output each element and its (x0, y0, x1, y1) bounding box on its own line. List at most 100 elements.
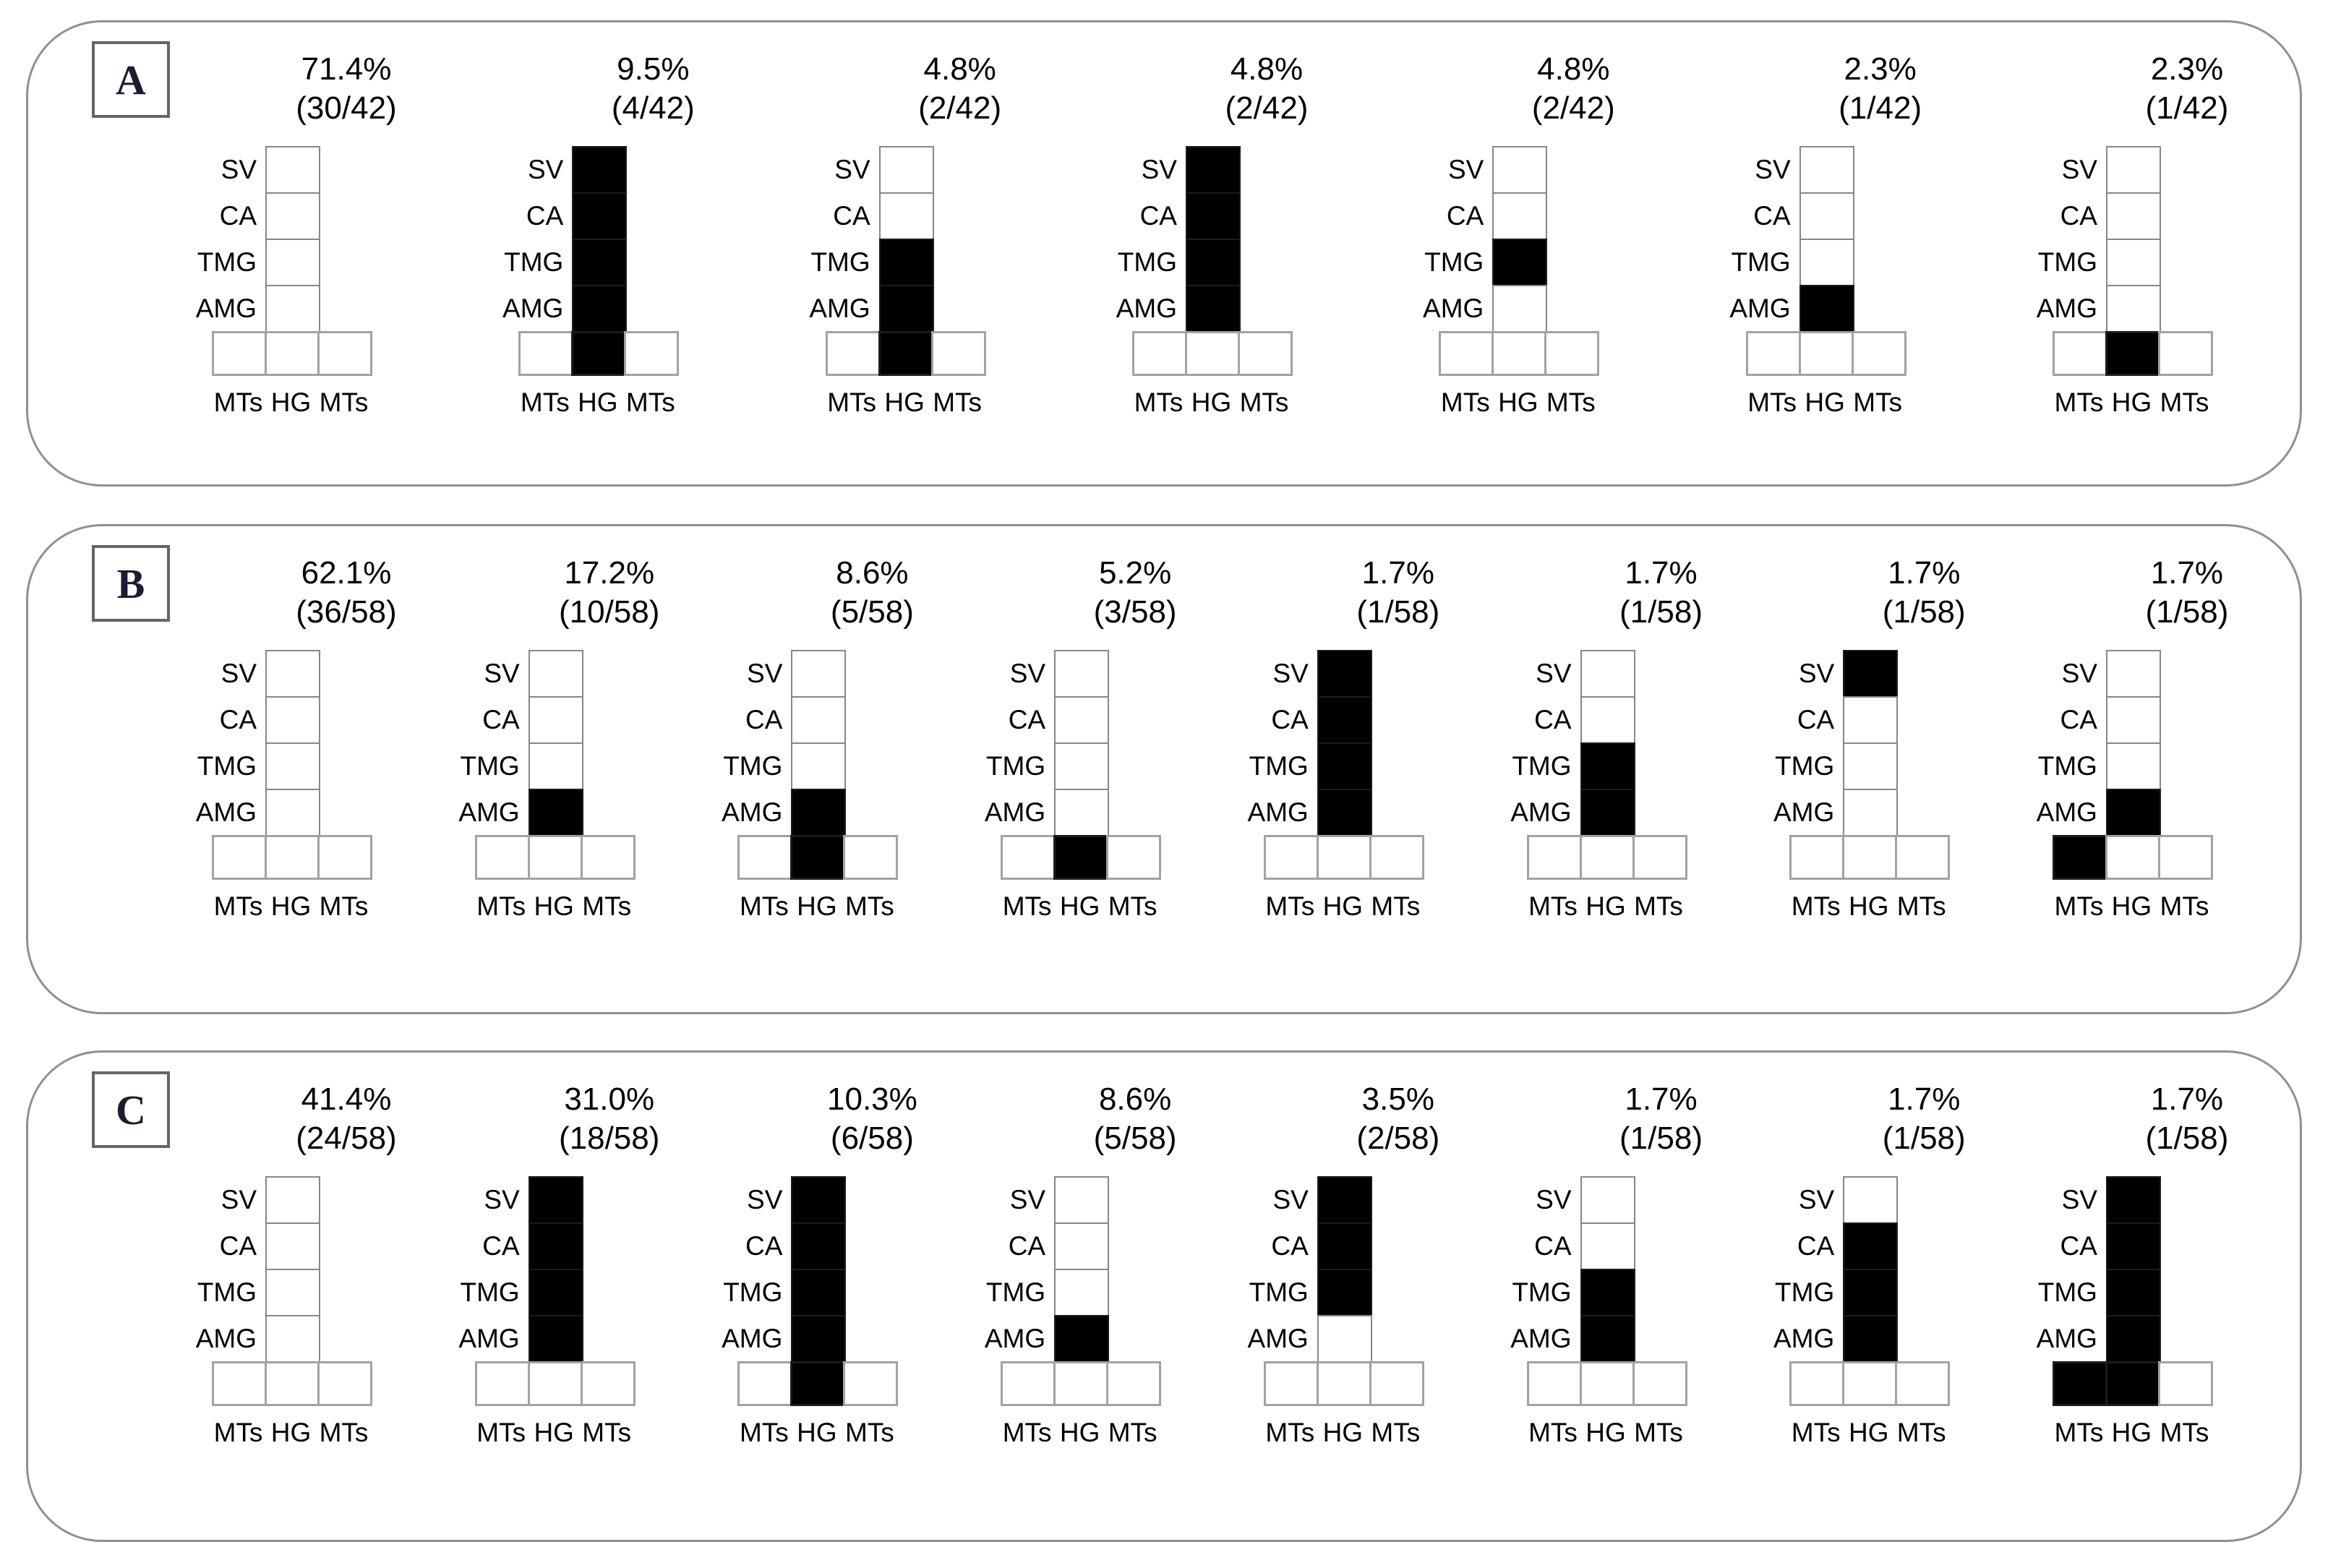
cell-hg (265, 1361, 320, 1407)
cell-tmg (528, 1269, 583, 1317)
cell-sv (1580, 1176, 1635, 1225)
fraction-value: (1/58) (1619, 1120, 1703, 1156)
bottom-label: HG (1848, 1418, 1889, 1448)
cell-tmg (528, 742, 583, 791)
cell-sv (1317, 650, 1372, 698)
cell-tmg (265, 239, 320, 287)
organ-row-amg: AMG (2022, 1315, 2243, 1363)
cell-mts-left (1439, 331, 1494, 377)
cell-sv (528, 650, 583, 698)
percent-value: 1.7% (2150, 555, 2224, 591)
cell-mts-left (1526, 835, 1582, 881)
cell-tmg (2105, 742, 2161, 791)
cell-ca (1317, 1222, 1372, 1271)
organ-row-amg: AMG (445, 1315, 666, 1363)
bottom-row (1001, 1361, 1191, 1407)
bottom-row (1001, 835, 1191, 881)
cell-hg (790, 1361, 846, 1407)
cell-mts-left (1789, 1361, 1845, 1407)
cell-mts-right (843, 1361, 899, 1407)
bottom-label: MTs (1371, 891, 1421, 922)
cell-mts-right (930, 331, 986, 377)
bottom-label: HG (534, 1418, 574, 1448)
organ-label: CA (219, 201, 257, 231)
organ-column: SV CA TMG AMG (445, 1176, 666, 1363)
fraction-value: (1/58) (1882, 1120, 1966, 1156)
organ-row-amg: AMG (1408, 285, 1630, 333)
organ-column: SV CA TMG AMG (1497, 650, 1718, 837)
fraction-value: (2/42) (1531, 90, 1615, 126)
organ-label: SV (484, 659, 520, 689)
organ-row-ca: CA (1408, 192, 1630, 241)
pattern-diagram-b3: 8.6% (5/58) SV CA TMG AMG MTs HG MTs (707, 554, 928, 922)
percent-value: 1.7% (1625, 1081, 1698, 1117)
organ-label: TMG (1731, 247, 1791, 278)
bottom-labels: MTs HG MTs (737, 891, 928, 922)
organ-row-tmg: TMG (181, 1269, 403, 1317)
cell-mts-left (2052, 1361, 2107, 1407)
organ-row-ca: CA (1233, 696, 1455, 745)
pattern-diagram-a5: 4.8% (2/42) SV CA TMG AMG MTs HG MTs (1408, 50, 1630, 418)
organ-row-ca: CA (1759, 696, 1980, 745)
organ-label: AMG (722, 797, 783, 828)
cell-amg (1492, 285, 1548, 333)
organ-label: CA (1534, 1231, 1572, 1261)
cell-sv (1492, 146, 1548, 194)
organ-row-sv: SV (707, 1176, 928, 1225)
organ-row-ca: CA (795, 192, 1017, 241)
organ-label: CA (1797, 1231, 1835, 1261)
cell-mts-right (1895, 835, 1951, 881)
percent-value: 31.0% (564, 1081, 655, 1117)
organ-label: TMG (723, 751, 783, 781)
bottom-label: HG (2111, 891, 2152, 922)
pattern-diagram-a4: 4.8% (2/42) SV CA TMG AMG MTs HG MTs (1102, 50, 1323, 418)
cell-amg (1843, 789, 1899, 837)
bottom-row (737, 835, 928, 881)
cell-ca (1317, 696, 1372, 745)
organ-row-ca: CA (445, 696, 666, 745)
organ-row-sv: SV (1233, 650, 1455, 698)
organ-column: SV CA TMG AMG (2022, 1176, 2243, 1363)
cell-mts-right (317, 1361, 372, 1407)
bottom-label: MTs (2160, 1418, 2209, 1448)
organ-row-tmg: TMG (445, 1269, 666, 1317)
organ-row-amg: AMG (1497, 789, 1718, 837)
bottom-labels: MTs HG MTs (2053, 1418, 2243, 1448)
bottom-label: MTs (319, 387, 369, 418)
organ-label: AMG (1247, 1324, 1309, 1354)
cell-mts-left (518, 331, 574, 377)
organ-row-amg: AMG (1759, 789, 1980, 837)
organ-column: SV CA TMG AMG (795, 146, 1017, 333)
organ-label: AMG (809, 294, 870, 324)
cell-hg (1492, 331, 1547, 377)
cell-amg (791, 789, 847, 837)
bottom-label: MTs (1265, 1418, 1315, 1448)
organ-label: SV (527, 155, 564, 185)
organ-row-sv: SV (1759, 650, 1980, 698)
organ-label: TMG (504, 247, 564, 278)
cell-ca (572, 192, 628, 241)
organ-row-sv: SV (1759, 1176, 1980, 1225)
organ-label: SV (1272, 1185, 1309, 1215)
organ-label: CA (219, 1231, 257, 1261)
bottom-label: HG (1848, 891, 1889, 922)
stat-block: 31.0% (18/58) (528, 1080, 690, 1157)
bottom-row (1789, 1361, 1980, 1407)
bottom-label: MTs (1108, 891, 1157, 922)
organ-row-sv: SV (1716, 146, 1937, 194)
cell-tmg (878, 239, 934, 287)
organ-row-tmg: TMG (2022, 742, 2243, 791)
bottom-row (2052, 1361, 2243, 1407)
organ-label: TMG (1424, 247, 1484, 278)
organ-row-amg: AMG (1497, 1315, 1718, 1363)
organ-column: SV CA TMG AMG (1716, 146, 1937, 333)
organ-label: SV (1447, 155, 1484, 185)
cell-hg (790, 835, 846, 881)
organ-label: AMG (984, 1324, 1046, 1354)
stat-block: 8.6% (5/58) (791, 554, 953, 631)
cell-hg (1579, 1361, 1635, 1407)
organ-row-sv: SV (1497, 650, 1718, 698)
bottom-label: MTs (1791, 891, 1841, 922)
cell-sv (1054, 650, 1110, 698)
fraction-value: (24/58) (296, 1120, 397, 1156)
